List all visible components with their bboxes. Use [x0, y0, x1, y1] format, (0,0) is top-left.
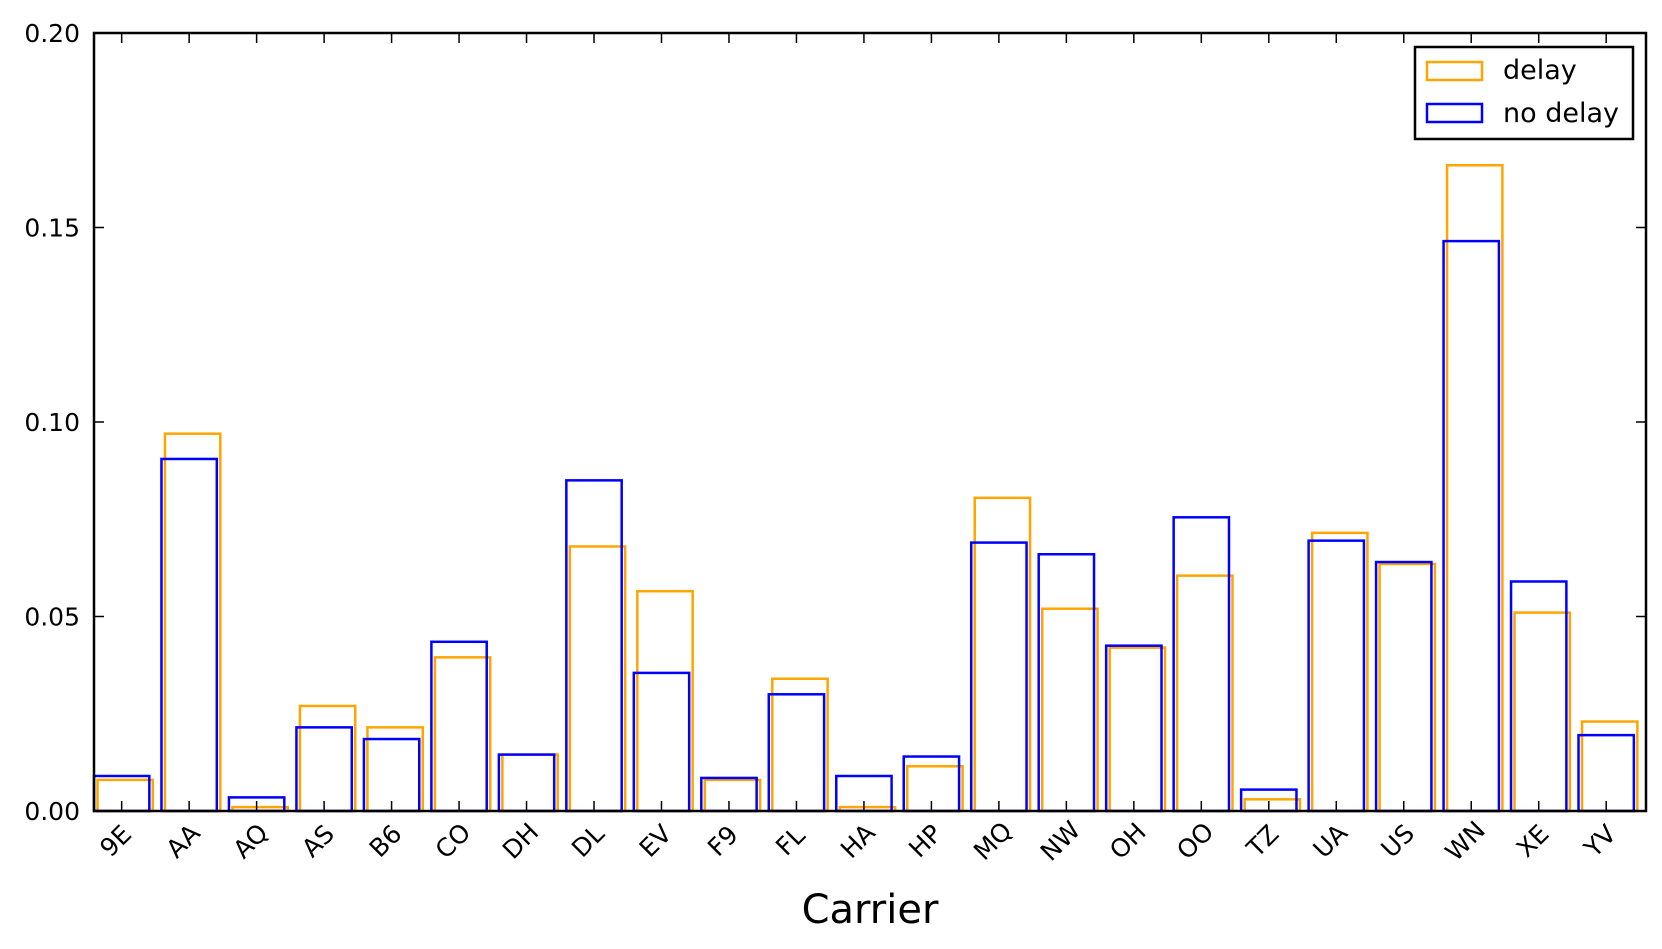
x-tick-label: OO	[1171, 817, 1219, 865]
x-tick-label: EV	[634, 819, 678, 863]
y-tick-label: 0.20	[24, 19, 80, 48]
x-tick-label: F9	[702, 820, 744, 862]
axes-frame	[92, 31, 1648, 813]
x-tick-label: DL	[566, 819, 610, 863]
bar-no-delay-MQ	[969, 541, 1028, 813]
bar-no-delay-WN	[1442, 239, 1501, 813]
bar-no-delay-XE	[1509, 580, 1568, 813]
bar-no-delay-US	[1374, 560, 1433, 813]
y-tick-label: 0.05	[24, 603, 80, 632]
x-tick-label: WN	[1440, 815, 1491, 866]
legend-swatch-delay	[1425, 60, 1484, 82]
bar-delay-XE	[1513, 611, 1572, 813]
x-tick-label: TZ	[1240, 819, 1284, 863]
x-tick-label: OH	[1104, 817, 1152, 865]
bars-layer	[92, 164, 1639, 813]
bar-delay-HP	[905, 765, 964, 813]
bar-no-delay-CO	[430, 640, 488, 813]
bar-no-delay-FL	[767, 693, 826, 813]
bar-no-delay-UA	[1307, 539, 1366, 813]
ticks-layer: 0.00 0.05 0.10 0.15 0.20 9E AA AQ AS B6 CO DH DL EV F9…	[24, 19, 1646, 867]
legend: delay no delay	[1413, 45, 1635, 141]
bar-delay-EV	[636, 589, 694, 813]
x-tick-label: HA	[835, 818, 881, 864]
x-tick-label: AA	[161, 818, 206, 863]
x-tick-label: NW	[1035, 815, 1086, 866]
x-tick-label: B6	[364, 819, 408, 863]
bar-no-delay-AA	[160, 457, 219, 813]
x-tick-label: FL	[770, 821, 811, 862]
bar-delay-OH	[1108, 646, 1167, 813]
y-tick-label: 0.10	[24, 408, 80, 437]
x-axis-label: Carrier	[802, 887, 939, 933]
bar-delay-AS	[298, 704, 357, 813]
x-tick-label: US	[1375, 819, 1420, 864]
bar-delay-TZ	[1243, 798, 1302, 813]
bar-no-delay-OH	[1104, 644, 1163, 813]
legend-swatch-no-delay	[1425, 102, 1484, 124]
bar-delay-US	[1378, 562, 1437, 813]
x-tick-label: AQ	[228, 818, 274, 864]
x-tick-label: AS	[296, 819, 340, 863]
bar-no-delay-DL	[565, 479, 623, 813]
legend-label-no-delay: no delay	[1503, 98, 1619, 129]
bar-delay-F9	[703, 778, 762, 813]
y-tick-label: 0.15	[24, 214, 80, 243]
x-tick-label: 9E	[94, 820, 137, 863]
bar-delay-CO	[433, 656, 492, 813]
bar-delay-DL	[568, 545, 627, 813]
x-tick-label: XE	[1511, 819, 1555, 863]
bar-delay-9E	[96, 778, 155, 813]
x-tick-label: DH	[497, 817, 544, 864]
x-tick-label: HP	[903, 819, 947, 863]
bar-no-delay-AS	[295, 726, 354, 813]
bar-no-delay-NW	[1037, 553, 1096, 813]
bar-no-delay-B6	[362, 737, 421, 813]
y-tick-label: 0.00	[24, 797, 80, 826]
bar-delay-WN	[1445, 164, 1504, 813]
bar-no-delay-OO	[1172, 516, 1231, 813]
bar-delay-FL	[771, 677, 829, 813]
bar-delay-OO	[1175, 574, 1234, 813]
x-tick-label: UA	[1307, 818, 1353, 864]
bar-delay-UA	[1310, 531, 1369, 813]
x-tick-label: MQ	[968, 816, 1018, 866]
bar-delay-AA	[163, 432, 222, 813]
x-tick-label: YV	[1578, 819, 1622, 863]
x-tick-label: CO	[430, 818, 477, 865]
bar-no-delay-EV	[632, 671, 691, 813]
bar-no-delay-YV	[1577, 733, 1636, 813]
legend-label-delay: delay	[1503, 55, 1577, 86]
bar-delay-DH	[501, 753, 559, 813]
bar-delay-MQ	[973, 496, 1032, 813]
bar-delay-NW	[1040, 607, 1099, 813]
